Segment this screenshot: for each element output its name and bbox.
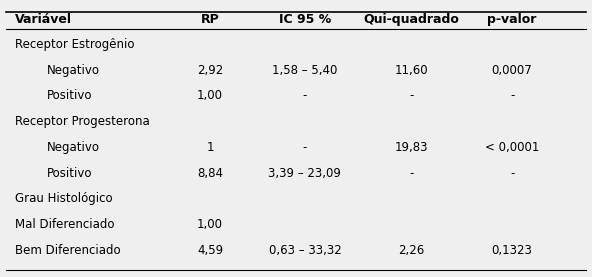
Text: 0,0007: 0,0007 (492, 64, 532, 76)
Text: Grau Histológico: Grau Histológico (15, 193, 112, 205)
Text: -: - (409, 167, 414, 179)
Text: 3,39 – 23,09: 3,39 – 23,09 (268, 167, 342, 179)
Text: Qui-quadrado: Qui-quadrado (363, 13, 459, 26)
Text: p-valor: p-valor (487, 13, 537, 26)
Text: 2,92: 2,92 (197, 64, 223, 76)
Text: 1,58 – 5,40: 1,58 – 5,40 (272, 64, 337, 76)
Text: Receptor Progesterona: Receptor Progesterona (15, 115, 150, 128)
Text: 1: 1 (207, 141, 214, 154)
Text: 4,59: 4,59 (197, 244, 223, 257)
Text: RP: RP (201, 13, 220, 26)
Text: 2,26: 2,26 (398, 244, 424, 257)
Text: Mal Diferenciado: Mal Diferenciado (15, 218, 114, 231)
Text: 1,00: 1,00 (197, 89, 223, 102)
Text: Positivo: Positivo (47, 89, 93, 102)
Text: IC 95 %: IC 95 % (279, 13, 331, 26)
Text: Bem Diferenciado: Bem Diferenciado (15, 244, 120, 257)
Text: 8,84: 8,84 (197, 167, 223, 179)
Text: Negativo: Negativo (47, 64, 101, 76)
Text: 11,60: 11,60 (395, 64, 428, 76)
Text: 0,1323: 0,1323 (491, 244, 533, 257)
Text: Variável: Variável (15, 13, 72, 26)
Text: Positivo: Positivo (47, 167, 93, 179)
Text: 19,83: 19,83 (395, 141, 428, 154)
Text: Negativo: Negativo (47, 141, 101, 154)
Text: -: - (303, 89, 307, 102)
Text: 0,63 – 33,32: 0,63 – 33,32 (269, 244, 341, 257)
Text: 1,00: 1,00 (197, 218, 223, 231)
Text: -: - (510, 89, 514, 102)
Text: -: - (409, 89, 414, 102)
Text: Receptor Estrogênio: Receptor Estrogênio (15, 38, 134, 51)
Text: -: - (303, 141, 307, 154)
Text: < 0,0001: < 0,0001 (485, 141, 539, 154)
Text: -: - (510, 167, 514, 179)
